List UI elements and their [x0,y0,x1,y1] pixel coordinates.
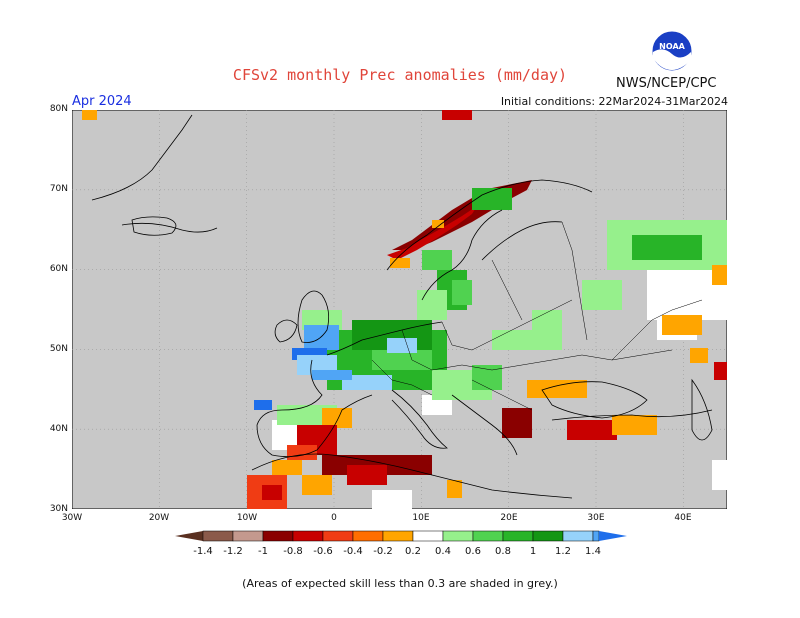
lon-label: 30W [61,513,83,523]
colorbar-swatch [442,530,474,542]
russia-wet-anomalies [582,220,727,310]
lon-label: 0 [331,513,337,523]
skill-footnote: (Areas of expected skill less than 0.3 a… [242,577,558,590]
colorbar-label: 0.6 [465,546,481,557]
colorbar-label: -1 [258,546,268,557]
colorbar-label: 1 [529,546,537,557]
colorbar [175,530,627,542]
colorbar-label: 1.4 [585,546,601,557]
colorbar-label: 0.2 [405,546,421,557]
lon-label: 40E [674,513,692,523]
colorbar-low-arrow [175,531,203,541]
forecast-month: Apr 2024 [72,94,132,109]
colorbar-label: -0.8 [283,546,303,557]
colorbar-swatch [232,530,264,542]
lon-label: 30E [587,513,605,523]
lat-label: 70N [49,184,68,194]
lat-label: 40N [49,424,68,434]
country-borders [371,221,703,411]
colorbar-label: -0.4 [343,546,363,557]
colorbar-swatch [292,530,324,542]
lon-label: 10W [236,513,258,523]
lon-label: 20W [148,513,170,523]
colorbar-high-arrow [599,531,627,541]
coastlines [91,114,713,499]
colorbar-swatch [502,530,534,542]
strong-wet-anomalies [254,325,417,410]
colorbar-swatch [322,530,354,542]
colorbar-label: -1.2 [223,546,243,557]
svg-text:NOAA: NOAA [659,42,685,51]
colorbar-label: 0.4 [435,546,451,557]
lat-label: 60N [49,264,68,274]
agency-label: NWS/NCEP/CPC [616,76,717,91]
noaa-logo: NOAA [651,30,693,72]
colorbar-label: -0.2 [373,546,393,557]
lon-label: 10E [412,513,430,523]
lat-label: 80N [49,104,68,114]
anomaly-map [72,110,727,509]
balkans-dry-anomalies [502,265,727,440]
colorbar-label: -1.4 [193,546,213,557]
initial-conditions: Initial conditions: 22Mar2024-31Mar2024 [500,95,728,108]
colorbar-swatch [592,530,600,542]
lon-label: 20E [500,513,518,523]
colorbar-swatch [532,530,564,542]
colorbar-swatch [262,530,294,542]
colorbar-swatch [352,530,384,542]
iberia-dry-anomalies [247,405,462,509]
lat-label: 30N [49,504,68,514]
colorbar-swatch [202,530,234,542]
colorbar-label: 1.2 [555,546,571,557]
colorbar-swatch [562,530,594,542]
colorbar-swatch [382,530,414,542]
lat-label: 50N [49,344,68,354]
colorbar-swatch [472,530,504,542]
colorbar-label: -0.6 [313,546,333,557]
colorbar-label: 0.8 [495,546,511,557]
colorbar-swatch [412,530,444,542]
chart-title: CFSv2 monthly Prec anomalies (mm/day) [232,66,568,84]
